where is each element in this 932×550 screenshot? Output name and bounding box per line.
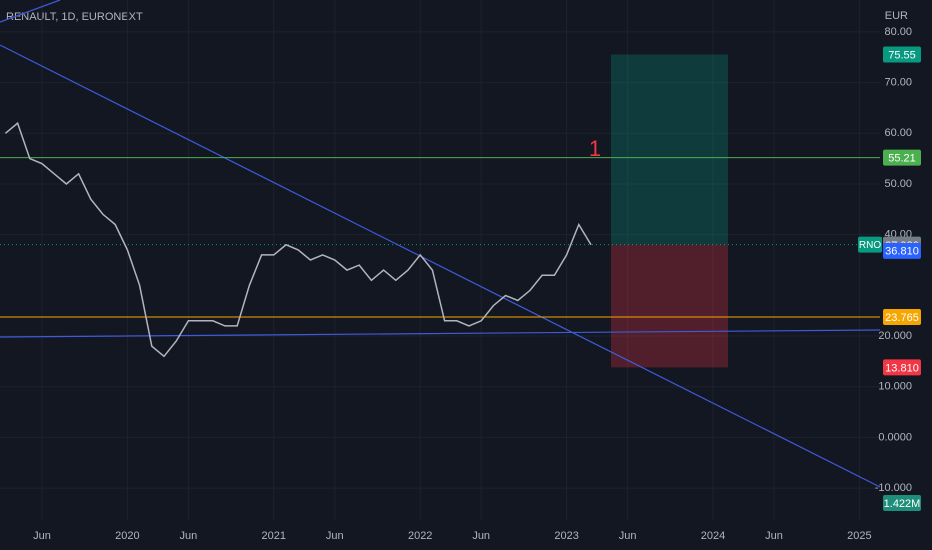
volume-tag (883, 495, 921, 511)
trend-line (0, 0, 61, 23)
x-tick-label: 2024 (701, 530, 725, 542)
y-tick-label: 20.000 (878, 330, 912, 342)
x-tick-label: Jun (472, 530, 490, 542)
x-tick-label: 2021 (262, 530, 286, 542)
currency: EUR (885, 10, 908, 22)
x-tick-label: 2023 (554, 530, 578, 542)
y-tick-label: 0.0000 (878, 431, 912, 443)
loss-zone (611, 244, 728, 368)
annotation: 1 (589, 136, 601, 161)
y-tick-label: 10.000 (878, 381, 912, 393)
x-tick-label: 2025 (847, 530, 871, 542)
y-tick-label: 50.00 (884, 178, 912, 190)
volume-tag-label: 1.422M (884, 498, 921, 510)
x-tick-label: Jun (326, 530, 344, 542)
price-tag-label: 23.765 (885, 312, 919, 324)
x-tick-label: 2020 (115, 530, 139, 542)
ticker-tag (858, 236, 882, 253)
trend-line (0, 329, 881, 338)
symbol-title: RENAULT, 1D, EURONEXT (6, 11, 143, 23)
x-tick-label: 2022 (408, 530, 432, 542)
trend-line (0, 44, 881, 488)
price-tag (883, 308, 921, 325)
price-tag (883, 149, 921, 166)
y-tick-label: -10.000 (875, 482, 912, 494)
price-tag (883, 46, 921, 63)
profit-zone (611, 54, 728, 245)
price-tag (883, 242, 921, 259)
price-line (4, 121, 592, 358)
x-tick-label: Jun (765, 530, 783, 542)
x-tick-label: Jun (33, 530, 51, 542)
y-tick-label: 70.00 (884, 77, 912, 89)
y-tick-label: 60.00 (884, 127, 912, 139)
price-tag-label: 13.810 (885, 362, 919, 374)
price-tag-label: 55.21 (888, 152, 916, 164)
x-tick-label: Jun (180, 530, 198, 542)
x-tick-label: Jun (619, 530, 637, 542)
price-tag-label: 36.810 (885, 246, 919, 258)
price-tag (883, 359, 921, 376)
ticker-tag-label: RNO (859, 240, 881, 251)
price-tag-label: 75.55 (888, 49, 916, 61)
y-tick-label: 80.00 (884, 26, 912, 38)
